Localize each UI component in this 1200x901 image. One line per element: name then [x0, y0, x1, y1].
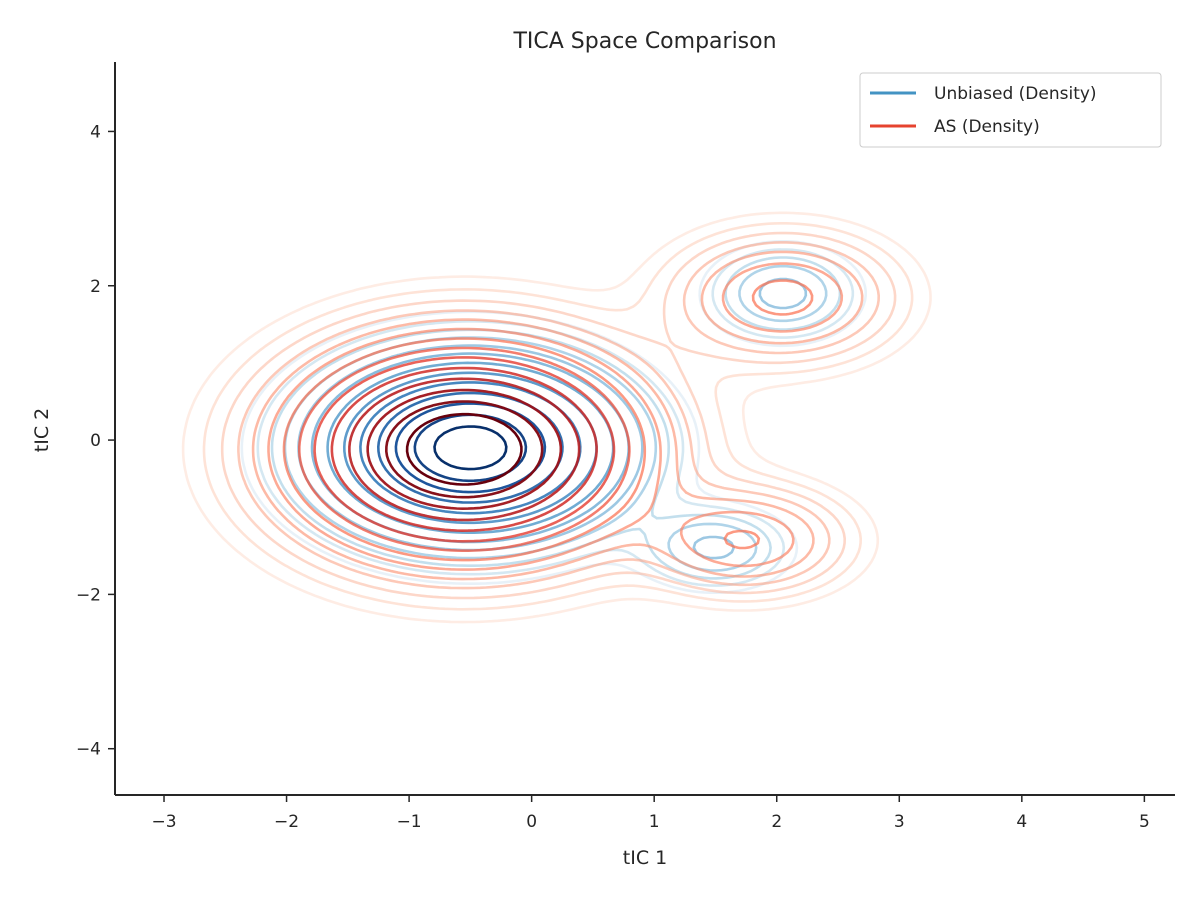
y-tick-label: 0 [90, 431, 101, 451]
unbiased-contour-line [270, 256, 842, 580]
as-contour-line [267, 262, 844, 571]
as-contour-line [237, 241, 880, 590]
y-tick-label: 2 [90, 277, 101, 297]
as-contour-line [366, 388, 563, 510]
y-tick-label: −4 [76, 740, 101, 760]
as-contour-line [251, 250, 864, 581]
as-contour-line [181, 211, 932, 624]
unbiased-contour-line [343, 371, 598, 525]
x-tick-label: −1 [397, 812, 422, 832]
unbiased-contour-line [433, 425, 508, 471]
as-contour-line [202, 222, 914, 611]
as-contour-line [348, 377, 581, 522]
x-tick-label: −3 [151, 812, 176, 832]
y-axis-label: tIC 2 [31, 408, 53, 452]
as-contour-line [313, 356, 616, 543]
as-density-contours [181, 211, 932, 624]
legend: Unbiased (Density) AS (Density) [859, 72, 1162, 148]
as-contour-line [330, 366, 598, 532]
x-tick-label: −2 [274, 812, 299, 832]
legend-box [859, 72, 1162, 148]
y-tick-label: −2 [76, 585, 101, 605]
y-axis-ticks: −4 −2 0 2 4 [76, 122, 115, 760]
y-tick-label: 4 [90, 122, 101, 142]
as-contour-line [298, 346, 631, 552]
x-tick-label: 4 [1016, 812, 1027, 832]
x-tick-label: 5 [1139, 812, 1150, 832]
as-contour-line [385, 400, 544, 499]
legend-label-as: AS (Density) [934, 117, 1040, 137]
as-contour-line [405, 412, 523, 486]
x-axis-label: tIC 1 [623, 847, 667, 869]
x-tick-label: 3 [894, 812, 905, 832]
chart-title: TICA Space Comparison [512, 29, 776, 54]
as-contour-line [282, 279, 814, 562]
x-tick-label: 2 [771, 812, 782, 832]
legend-label-unbiased: Unbiased (Density) [934, 84, 1097, 104]
x-tick-label: 1 [649, 812, 660, 832]
x-tick-label: 0 [526, 812, 537, 832]
as-contour-line [220, 231, 897, 600]
x-axis-ticks: −3 −2 −1 0 1 2 3 4 5 [151, 795, 1150, 832]
